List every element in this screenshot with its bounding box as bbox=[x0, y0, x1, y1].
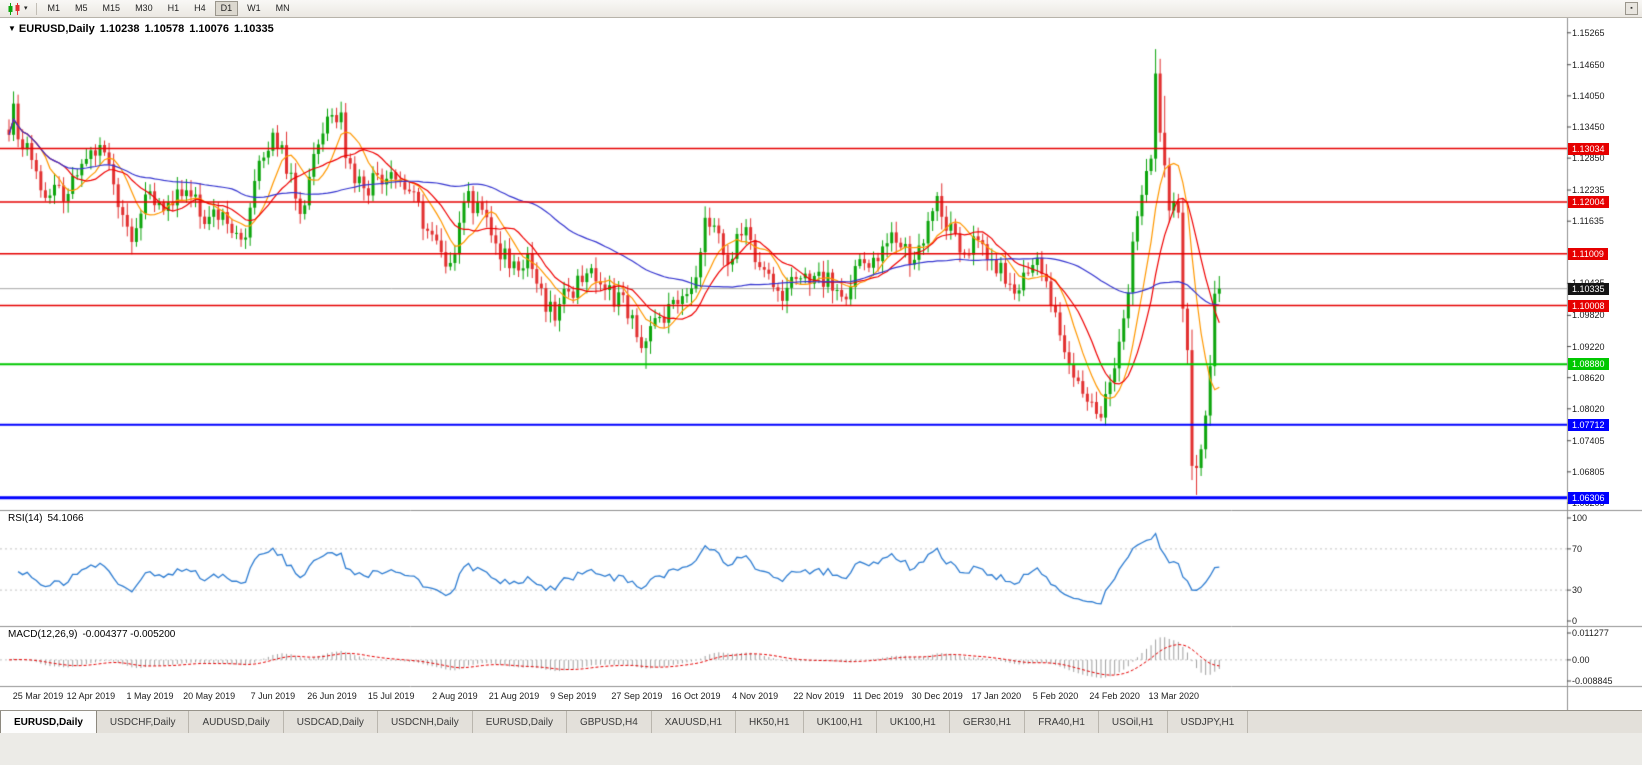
timeframe-button-m5[interactable]: M5 bbox=[75, 3, 88, 14]
chart-tab-usdcad-daily[interactable]: USDCAD,Daily bbox=[284, 711, 378, 733]
timeframe-button-m30[interactable]: M30 bbox=[135, 3, 153, 14]
chart-tab-usdcnh-daily[interactable]: USDCNH,Daily bbox=[378, 711, 473, 733]
chart-window: ▼ EURUSD,Daily 1.10238 1.10578 1.10076 1.1033… bbox=[0, 18, 1642, 710]
chart-tab-xauusd-h1[interactable]: XAUUSD,H1 bbox=[652, 711, 737, 733]
chart-tab-hk50-h1[interactable]: HK50,H1 bbox=[736, 711, 804, 733]
timeframe-button-d1[interactable]: D1 bbox=[214, 1, 239, 16]
chart-tab-eurusd-daily[interactable]: EURUSD,Daily bbox=[0, 711, 97, 733]
toolbar-corner-icon[interactable]: ▪ bbox=[1625, 2, 1638, 15]
chevron-down-icon: ▾ bbox=[24, 5, 28, 12]
chart-canvas[interactable] bbox=[0, 18, 1642, 710]
toolbar-separator bbox=[35, 2, 37, 15]
timeframe-toolbar: ▾ M1 M5 M15 M30 H1 H4 D1 W1 MN ▪ bbox=[0, 0, 1642, 18]
timeframe-button-h1[interactable]: H1 bbox=[167, 3, 180, 14]
chart-tab-audusd-daily[interactable]: AUDUSD,Daily bbox=[189, 711, 284, 733]
chart-tab-usdjpy-h1[interactable]: USDJPY,H1 bbox=[1168, 711, 1249, 733]
chart-tab-uk100-h1[interactable]: UK100,H1 bbox=[804, 711, 877, 733]
status-strip bbox=[0, 733, 1642, 765]
chart-type-button[interactable]: ▾ bbox=[4, 2, 31, 15]
timeframe-button-w1[interactable]: W1 bbox=[247, 3, 261, 14]
chart-tab-fra40-h1[interactable]: FRA40,H1 bbox=[1025, 711, 1099, 733]
timeframe-buttons: M1 M5 M15 M30 H1 H4 D1 W1 MN bbox=[42, 1, 299, 16]
chart-tabs-bar: EURUSD,Daily USDCHF,Daily AUDUSD,Daily USDC… bbox=[0, 710, 1642, 733]
timeframe-button-h4[interactable]: H4 bbox=[194, 3, 206, 14]
chart-tab-gbpusd-h4[interactable]: GBPUSD,H4 bbox=[567, 711, 652, 733]
chart-tab-usdchf-daily[interactable]: USDCHF,Daily bbox=[97, 711, 190, 733]
candlestick-chart-icon bbox=[8, 2, 20, 15]
timeframe-button-m15[interactable]: M15 bbox=[102, 3, 121, 14]
chart-tab-uk100-h1[interactable]: UK100,H1 bbox=[877, 711, 950, 733]
chart-tab-usoil-h1[interactable]: USOil,H1 bbox=[1099, 711, 1168, 733]
timeframe-button-m1[interactable]: M1 bbox=[47, 3, 61, 14]
chart-tab-eurusd-daily[interactable]: EURUSD,Daily bbox=[473, 711, 567, 733]
timeframe-button-mn[interactable]: MN bbox=[275, 3, 290, 14]
chart-tab-ger30-h1[interactable]: GER30,H1 bbox=[950, 711, 1026, 733]
